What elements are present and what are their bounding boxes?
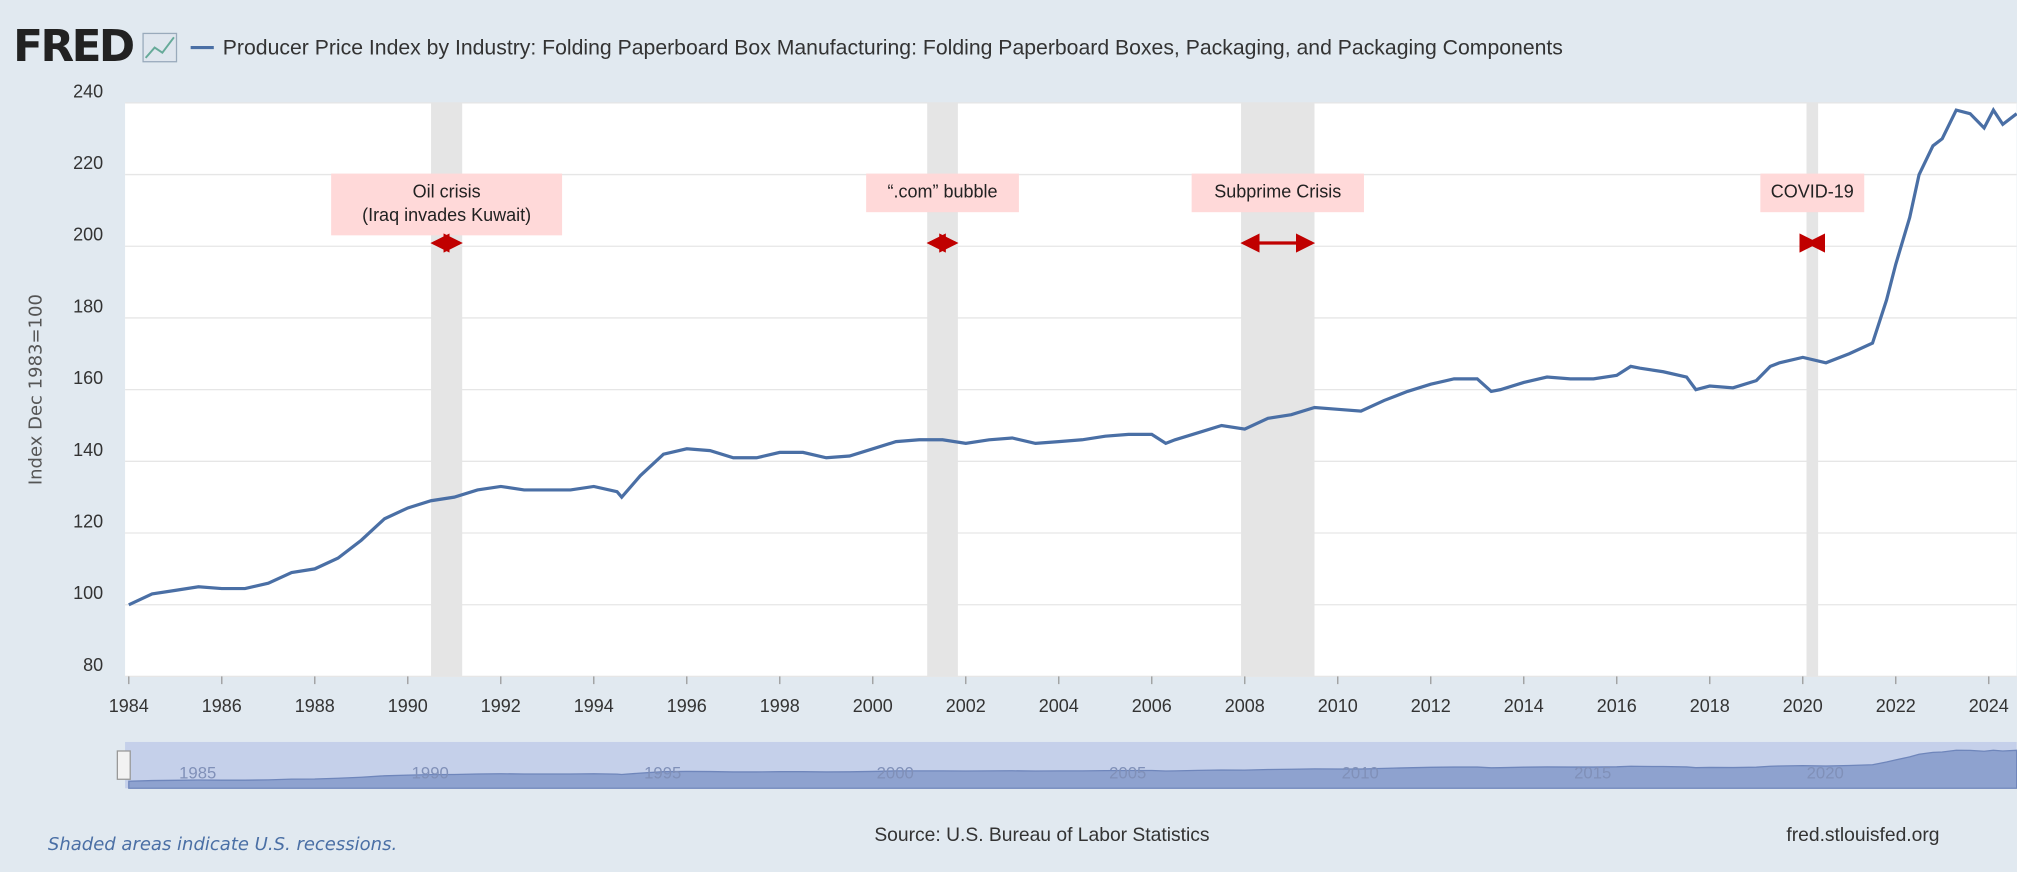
x-tick-label: 2018 [1690,696,1730,716]
series-line [128,106,2017,607]
x-tick-label: 2012 [1411,696,1451,716]
navigator-area [128,749,2017,789]
annotation-box [331,173,563,236]
x-tick-label: 2020 [1783,696,1823,716]
x-tick-label: 2002 [946,696,986,716]
y-tick-label: 140 [73,440,103,460]
x-tick-label: 1996 [667,696,707,716]
navigator-label: 2020 [1807,764,1844,783]
chart-title: Producer Price Index by Industry: Foldin… [223,36,1563,59]
navigator-label: 1990 [412,764,449,783]
y-tick-label: 220 [73,153,103,173]
y-tick-label: 160 [73,368,103,388]
y-tick-label: 80 [83,655,103,675]
annotation-text: Oil crisis [413,182,481,202]
x-tick-label: 1990 [388,696,428,716]
annotation-text: Subprime Crisis [1214,182,1341,202]
x-tick-label: 2016 [1597,696,1637,716]
annotation-text: COVID-19 [1771,182,1854,202]
x-tick-label: 1992 [481,696,521,716]
navigator-label: 2010 [1342,764,1379,783]
x-tick-label: 2008 [1225,696,1265,716]
x-tick-label: 2014 [1504,696,1544,716]
annotation-box [1191,173,1364,213]
x-tick-label: 2022 [1876,696,1916,716]
source: Source: U.S. Bureau of Labor Statistics [874,825,1209,846]
x-tick-label: 2024 [1969,696,2009,716]
recession-band [1806,102,1819,677]
x-tick-label: 1986 [202,696,242,716]
y-axis-label: Index Dec 1983=100 [25,294,46,485]
y-tick-label: 240 [73,81,103,101]
x-tick-label: 1994 [574,696,614,716]
x-tick-label: 1984 [109,696,149,716]
y-tick-label: 180 [73,296,103,316]
navigator-label: 2005 [1109,764,1146,783]
annotation-box [866,173,1019,213]
annotation-text: “.com” bubble [887,182,997,202]
x-tick-label: 1988 [295,696,335,716]
logo: FRED [13,21,133,72]
x-tick-label: 1998 [760,696,800,716]
recession-note: Shaded areas indicate U.S. recessions. [48,834,397,855]
site: fred.stlouisfed.org [1786,825,1939,846]
navigator-label: 2000 [877,764,914,783]
navigator-handle [116,750,131,780]
navigator-label: 2015 [1574,764,1611,783]
x-tick-label: 2010 [1318,696,1358,716]
y-tick-label: 120 [73,511,103,531]
x-tick-label: 2000 [853,696,893,716]
navigator-label: 1995 [644,764,681,783]
navigator-label: 1985 [179,764,216,783]
annotation-text: (Iraq invades Kuwait) [362,205,531,225]
annotation-box [1760,173,1865,213]
x-tick-label: 2004 [1039,696,1079,716]
y-tick-label: 100 [73,583,103,603]
x-tick-label: 2006 [1132,696,1172,716]
logo-icon [142,32,178,63]
y-tick-label: 200 [73,225,103,245]
